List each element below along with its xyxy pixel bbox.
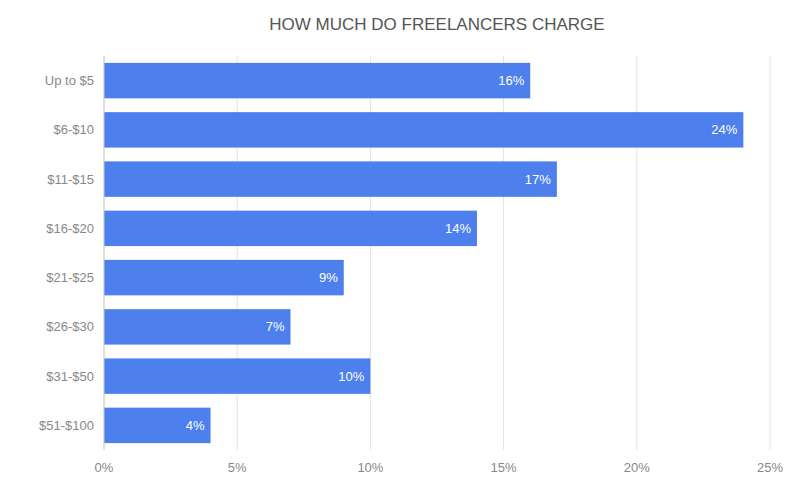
data-label: 4% xyxy=(186,418,205,433)
tick-label: 15% xyxy=(491,460,517,475)
bar xyxy=(104,408,211,443)
bar xyxy=(104,161,557,196)
category-label: $21‑$25 xyxy=(46,270,94,285)
category-label: Up to $5 xyxy=(45,73,94,88)
category-label: $6‑$10 xyxy=(54,122,94,137)
bar xyxy=(104,63,530,98)
tick-label: 25% xyxy=(757,460,783,475)
data-labels: 16% 24% 17% 14% 9% 7% 10% 4% xyxy=(186,73,738,433)
chart-container: HOW MUCH DO FREELANCERS CHARGE 0% 5% 10% 15%… xyxy=(0,0,800,494)
bar xyxy=(104,260,344,295)
data-label: 24% xyxy=(711,122,737,137)
category-label: $31‑$50 xyxy=(46,369,94,384)
category-label: $26‑$30 xyxy=(46,319,94,334)
grid-line xyxy=(104,56,105,450)
chart: HOW MUCH DO FREELANCERS CHARGE 0% 5% 10% 15%… xyxy=(0,0,800,494)
category-label: $11‑$15 xyxy=(47,172,94,187)
bar xyxy=(104,358,370,393)
category-axis: Up to $5 $6‑$10 $11‑$15 $16‑$20 $21‑$25 $26‑$… xyxy=(39,73,94,433)
category-label: $51‑$100 xyxy=(39,418,94,433)
bar xyxy=(104,211,477,246)
tick-label: 20% xyxy=(624,460,650,475)
data-label: 17% xyxy=(525,172,551,187)
grid xyxy=(104,56,770,450)
bar xyxy=(104,309,290,344)
data-label: 14% xyxy=(445,221,471,236)
tick-label: 5% xyxy=(228,460,247,475)
tick-label: 10% xyxy=(357,460,383,475)
data-label: 16% xyxy=(498,73,524,88)
data-label: 10% xyxy=(338,369,364,384)
bars xyxy=(104,63,743,443)
title: HOW MUCH DO FREELANCERS CHARGE xyxy=(269,15,604,34)
data-label: 7% xyxy=(266,319,285,334)
category-label: $16‑$20 xyxy=(46,221,94,236)
value-axis: 0% 5% 10% 15% 20% 25% xyxy=(95,460,784,475)
grid-line xyxy=(770,56,771,450)
data-label: 9% xyxy=(319,270,338,285)
tick-label: 0% xyxy=(95,460,114,475)
axis-line xyxy=(104,56,105,450)
bar xyxy=(104,112,743,147)
